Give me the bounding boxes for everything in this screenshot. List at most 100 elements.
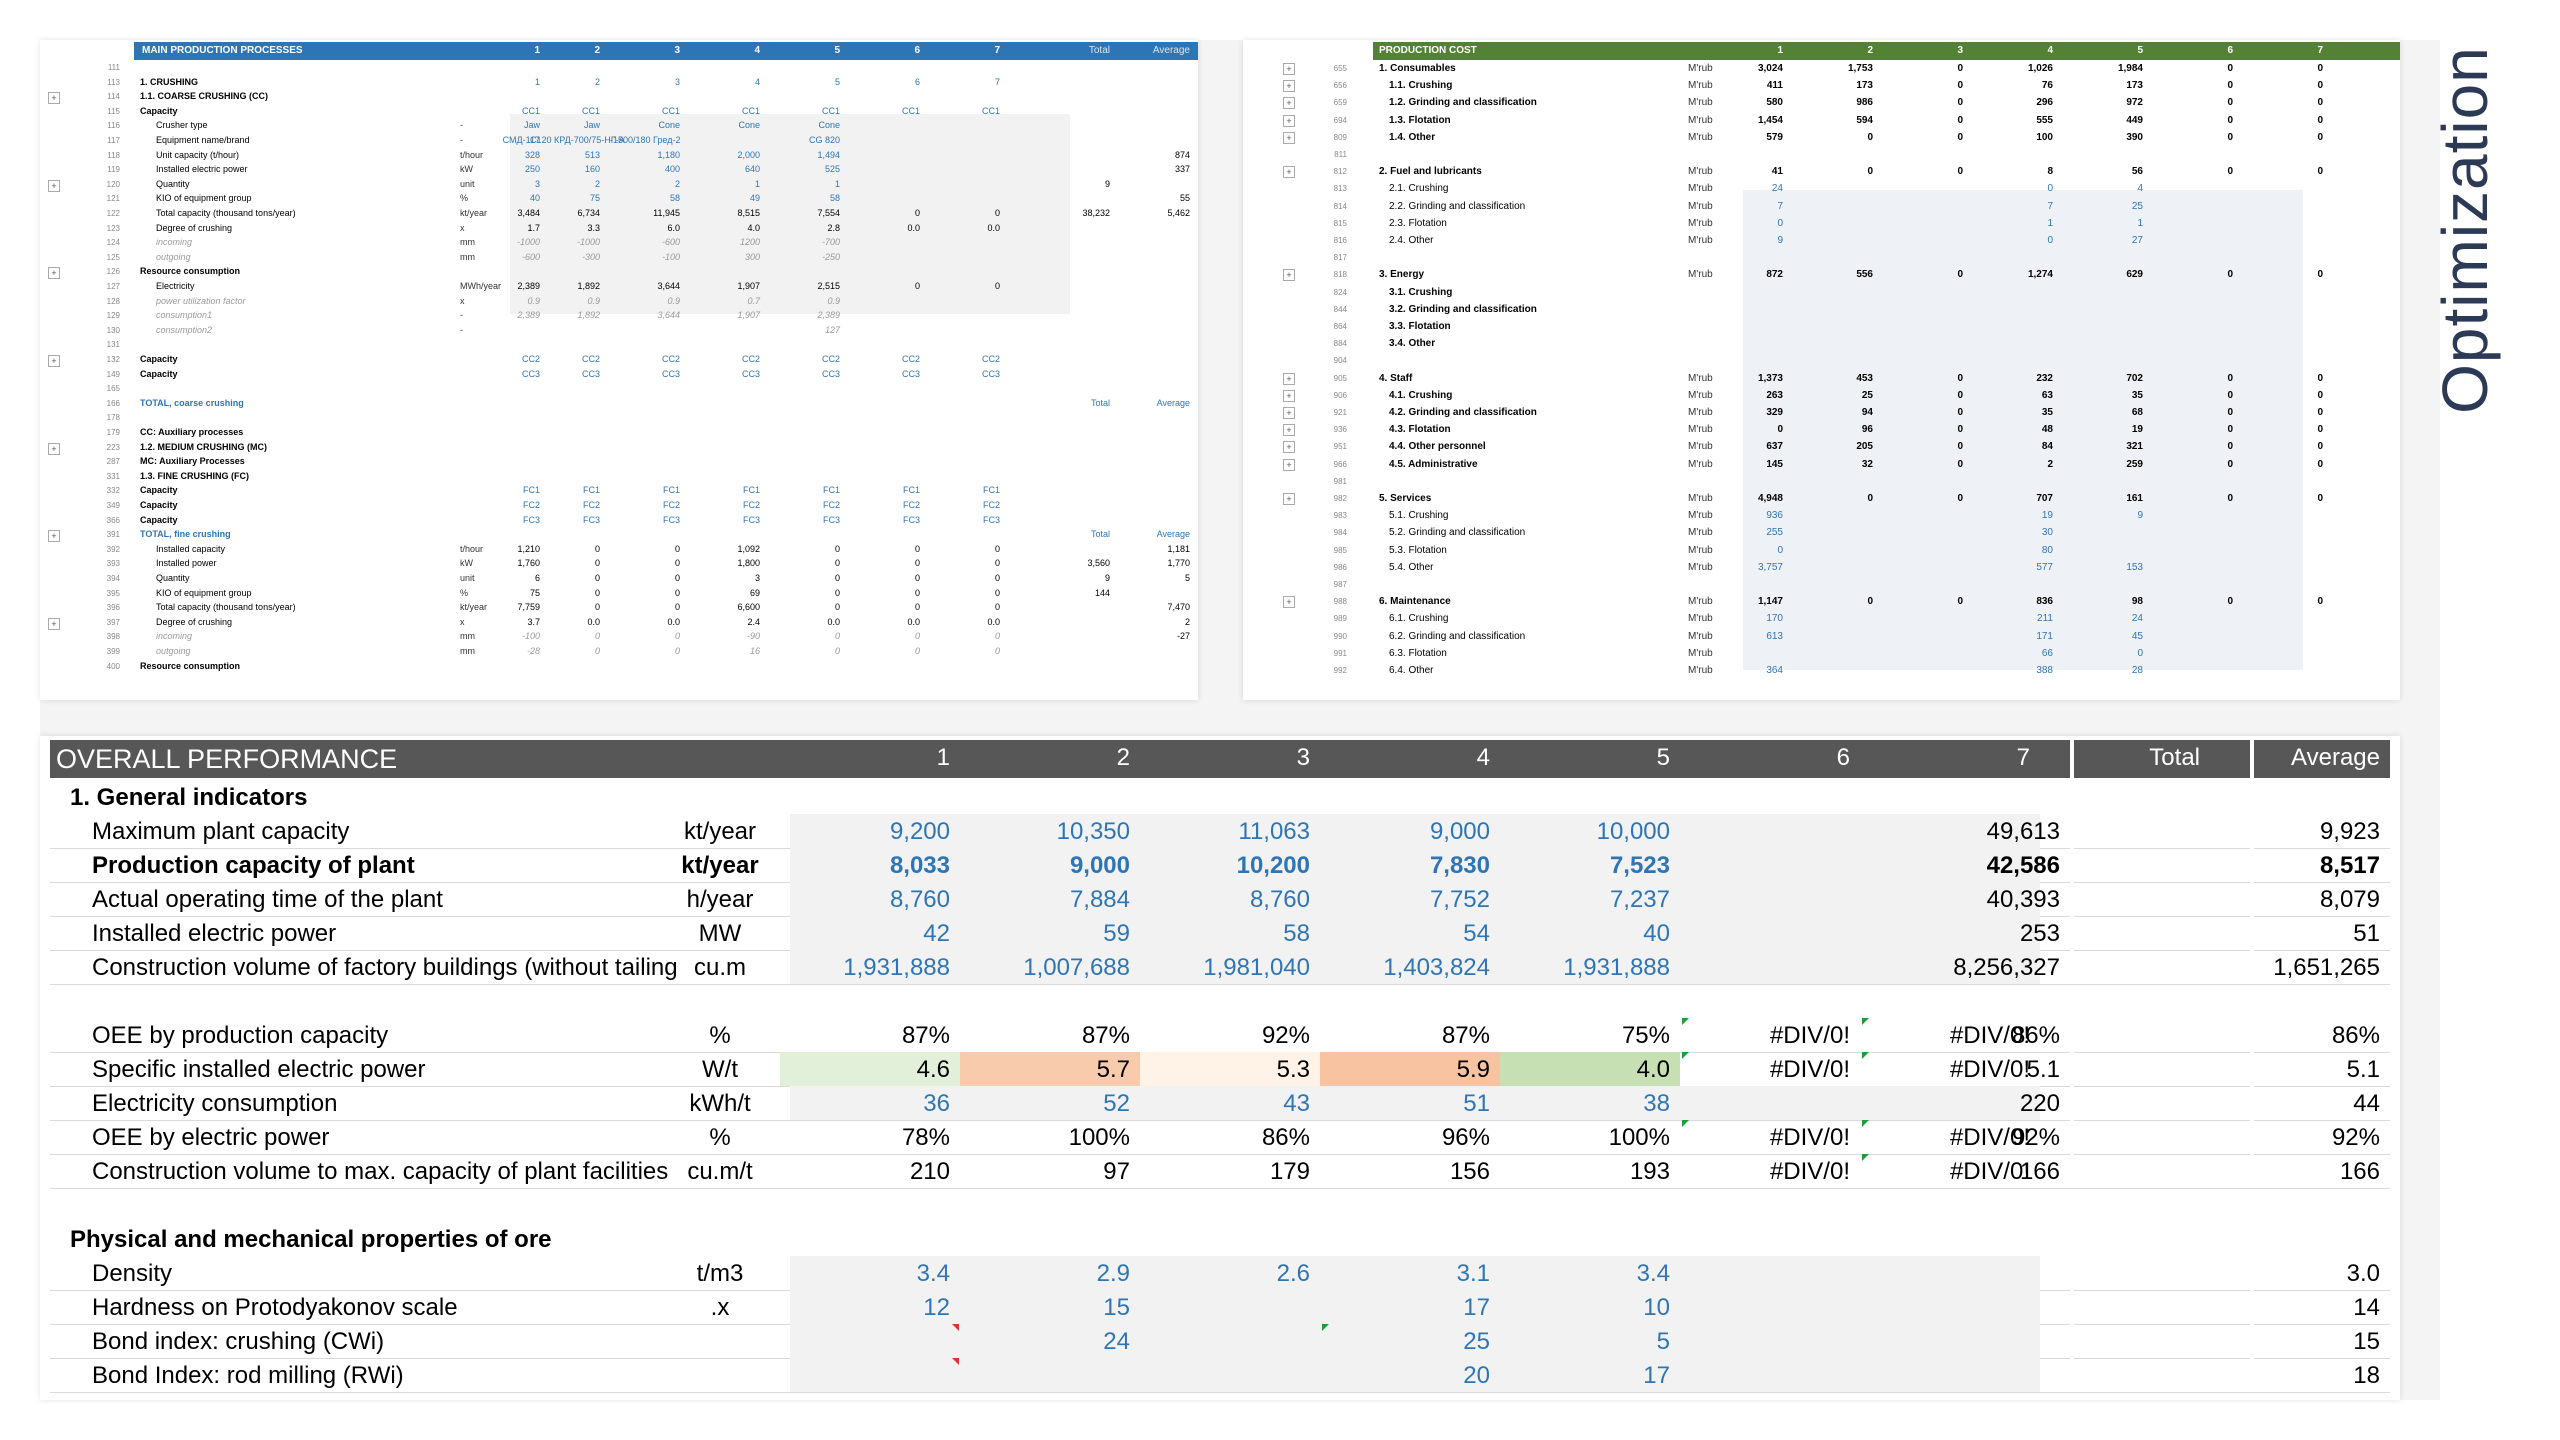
cell-value[interactable]: 364 bbox=[1766, 665, 1783, 676]
cell-value[interactable]: 15 bbox=[1103, 1294, 1130, 1321]
cell-value[interactable]: 3,644 bbox=[657, 310, 680, 321]
cell-value[interactable]: 84 bbox=[2041, 441, 2053, 453]
cell-value[interactable]: 2.9 bbox=[1096, 1260, 1130, 1287]
cell-value[interactable]: 0 bbox=[2227, 114, 2233, 126]
cell-value[interactable]: 0 bbox=[1957, 269, 1963, 281]
cell-value[interactable]: 836 bbox=[2036, 596, 2053, 608]
cell-value[interactable]: 0 bbox=[2227, 80, 2233, 92]
cell-value[interactable]: 0 bbox=[1957, 407, 1963, 418]
cell-value[interactable]: Jaw bbox=[583, 120, 600, 131]
cell-value[interactable]: 96 bbox=[1861, 424, 1873, 436]
cell-value[interactable]: 0 bbox=[674, 587, 680, 598]
cell-value[interactable]: 24 bbox=[1771, 183, 1783, 195]
cell-value[interactable]: 400 bbox=[664, 164, 680, 175]
cell-value[interactable]: 972 bbox=[2126, 97, 2143, 109]
cell-value[interactable]: 1,931,888 bbox=[1563, 954, 1670, 981]
cell-value[interactable]: 0 bbox=[594, 558, 600, 569]
cell-value[interactable]: CC3 bbox=[521, 368, 540, 379]
cell-value[interactable]: 96% bbox=[1441, 1124, 1490, 1151]
cell-value[interactable]: -600 bbox=[521, 251, 540, 262]
cell-value[interactable]: 0 bbox=[1867, 596, 1873, 608]
cell-value[interactable]: 0 bbox=[674, 602, 680, 613]
cell-value[interactable]: 0 bbox=[2137, 647, 2143, 659]
cell-value[interactable]: 0 bbox=[1777, 217, 1783, 229]
cell-value[interactable]: -300 bbox=[581, 251, 600, 262]
expand-toggle[interactable]: + bbox=[1283, 166, 1295, 179]
cell-value[interactable]: 20 bbox=[1463, 1362, 1490, 1389]
cell-value[interactable]: 936 bbox=[1766, 510, 1783, 522]
cell-value[interactable]: 145 bbox=[1766, 458, 1783, 470]
cell-value[interactable]: 0 bbox=[2317, 63, 2323, 74]
cell-value[interactable]: 2 bbox=[594, 76, 600, 87]
cell-value[interactable]: 210 bbox=[909, 1158, 950, 1185]
cell-value[interactable]: 0 bbox=[1957, 441, 1963, 453]
cell-value[interactable]: 156 bbox=[1449, 1158, 1490, 1185]
cell-value[interactable]: 58 bbox=[669, 193, 680, 204]
cell-value[interactable]: CC1 bbox=[581, 105, 600, 116]
cell-value[interactable]: FC3 bbox=[902, 514, 920, 525]
cell-value[interactable]: CC2 bbox=[981, 354, 1000, 364]
expand-toggle[interactable]: + bbox=[1283, 458, 1295, 471]
cell-value[interactable]: 0 bbox=[1957, 131, 1963, 143]
cell-value[interactable]: 0 bbox=[1867, 493, 1873, 504]
cell-value[interactable]: 48 bbox=[2041, 424, 2053, 436]
cell-value[interactable]: 702 bbox=[2126, 372, 2143, 384]
cell-value[interactable]: 5 bbox=[1656, 1328, 1670, 1355]
expand-toggle[interactable]: + bbox=[48, 442, 60, 455]
cell-value[interactable]: 3 bbox=[674, 76, 680, 87]
cell-value[interactable]: 100 bbox=[2036, 131, 2053, 143]
cell-value[interactable]: 4 bbox=[2137, 183, 2143, 195]
cell-value[interactable]: 637 bbox=[1766, 441, 1783, 453]
cell-value[interactable]: #DIV/0! bbox=[1769, 1124, 1850, 1151]
cell-value[interactable]: 0 bbox=[2227, 407, 2233, 418]
cell-value[interactable]: 0 bbox=[834, 587, 840, 598]
cell-value[interactable]: 87% bbox=[1441, 1022, 1490, 1049]
cell-value[interactable]: 0 bbox=[914, 558, 920, 569]
cell-value[interactable]: 0 bbox=[1957, 596, 1963, 608]
expand-toggle[interactable]: + bbox=[1283, 389, 1295, 402]
cell-value[interactable]: 0 bbox=[2047, 183, 2053, 195]
cell-value[interactable]: 0 bbox=[2227, 458, 2233, 470]
cell-value[interactable]: 0 bbox=[914, 543, 920, 554]
cell-value[interactable]: FC2 bbox=[742, 500, 760, 510]
cell-value[interactable]: Cone bbox=[738, 120, 760, 131]
cell-value[interactable]: 0 bbox=[2047, 235, 2053, 246]
cell-value[interactable]: #DIV/0! bbox=[1769, 1056, 1850, 1083]
cell-value[interactable]: 0 bbox=[2227, 424, 2233, 436]
cell-value[interactable]: 24 bbox=[2131, 613, 2143, 625]
cell-value[interactable]: 32 bbox=[1861, 458, 1873, 470]
cell-value[interactable]: FC2 bbox=[522, 500, 540, 510]
cell-value[interactable]: CC2 bbox=[741, 354, 760, 364]
expand-toggle[interactable]: + bbox=[48, 355, 60, 367]
cell-value[interactable]: FC1 bbox=[902, 485, 920, 496]
cell-value[interactable]: CC2 bbox=[521, 354, 540, 364]
cell-value[interactable]: 0.0 bbox=[587, 616, 600, 627]
cell-value[interactable]: 579 bbox=[1766, 131, 1783, 143]
cell-value[interactable]: 30 bbox=[2041, 527, 2053, 539]
cell-value[interactable]: 1,180 bbox=[657, 149, 680, 160]
cell-value[interactable]: 161 bbox=[2126, 493, 2143, 504]
cell-value[interactable]: 19 bbox=[2131, 424, 2143, 436]
cell-value[interactable]: 525 bbox=[824, 164, 840, 175]
cell-value[interactable]: 4 bbox=[754, 76, 760, 87]
cell-value[interactable]: FC2 bbox=[582, 500, 600, 510]
expand-toggle[interactable]: + bbox=[48, 617, 60, 630]
cell-value[interactable]: 0 bbox=[2227, 97, 2233, 109]
expand-toggle[interactable]: + bbox=[1283, 441, 1295, 454]
cell-value[interactable]: 513 bbox=[584, 149, 600, 160]
cell-value[interactable]: 7,554 bbox=[817, 208, 840, 218]
cell-value[interactable]: 0 bbox=[1957, 424, 1963, 436]
cell-value[interactable]: 453 bbox=[1856, 372, 1873, 384]
cell-value[interactable]: 100% bbox=[1608, 1124, 1670, 1151]
cell-value[interactable]: 0.0 bbox=[987, 616, 1000, 627]
cell-value[interactable]: 35 bbox=[2131, 389, 2143, 401]
expand-toggle[interactable]: + bbox=[48, 267, 60, 280]
cell-value[interactable]: Cone bbox=[658, 120, 680, 131]
cell-value[interactable]: 1,931,888 bbox=[843, 954, 950, 981]
cell-value[interactable]: 1,800 bbox=[737, 558, 760, 569]
cell-value[interactable]: CC2 bbox=[661, 354, 680, 364]
cell-value[interactable]: 707 bbox=[2036, 493, 2053, 504]
cell-value[interactable]: 0 bbox=[2317, 424, 2323, 436]
expand-toggle[interactable]: + bbox=[48, 179, 60, 192]
cell-value[interactable]: -28 bbox=[526, 646, 540, 656]
